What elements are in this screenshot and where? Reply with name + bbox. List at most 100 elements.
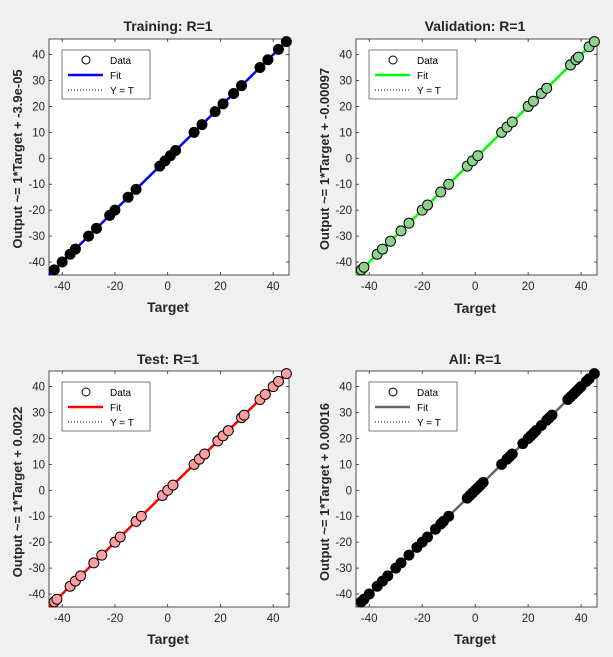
- y-tick-label: 0: [346, 485, 352, 497]
- data-point: [56, 256, 68, 268]
- data-point: [188, 126, 200, 138]
- data-point: [272, 43, 284, 55]
- data-point: [122, 191, 134, 203]
- legend: Data Fit Y = T: [368, 49, 458, 100]
- legend-label-fit: Fit: [110, 403, 121, 414]
- x-tick-label: 0: [164, 613, 170, 625]
- chart-title: Validation: R=1: [425, 18, 526, 34]
- y-tick-label: 10: [32, 127, 45, 139]
- legend-label-yt: Y = T: [110, 86, 134, 97]
- y-tick-label: 10: [32, 459, 45, 471]
- data-point: [199, 448, 211, 460]
- data-point: [238, 409, 250, 421]
- data-point: [69, 243, 81, 255]
- data-point: [222, 425, 234, 437]
- x-tick-label: 20: [214, 613, 227, 625]
- chart-title: All: R=1: [449, 351, 502, 367]
- data-point: [546, 409, 558, 421]
- data-point: [363, 588, 375, 600]
- y-tick-label: -10: [28, 511, 45, 523]
- y-tick-label: 0: [39, 485, 45, 497]
- data-point: [196, 119, 208, 131]
- y-tick-label: 0: [39, 153, 45, 165]
- legend-data-marker: [81, 55, 91, 65]
- legend-data-marker: [388, 55, 398, 65]
- y-tick-label: 20: [339, 101, 352, 113]
- y-tick-label: -30: [335, 563, 352, 575]
- y-tick-label: -40: [28, 257, 45, 269]
- legend-label-fit: Fit: [417, 71, 428, 82]
- data-point: [403, 217, 415, 229]
- data-point: [443, 178, 455, 190]
- y-axis-label: Output ~= 1*Target + -3.9e-05: [10, 69, 25, 248]
- data-point: [403, 549, 415, 561]
- data-point: [88, 557, 100, 569]
- y-tick-label: -10: [335, 179, 352, 191]
- data-point: [422, 199, 434, 211]
- x-tick-label: 0: [472, 281, 478, 293]
- data-point: [90, 222, 102, 234]
- x-tick-label: -40: [361, 613, 378, 625]
- x-tick-label: 40: [267, 281, 280, 293]
- y-tick-label: 30: [32, 407, 45, 419]
- y-tick-label: -40: [335, 257, 352, 269]
- y-tick-label: 20: [32, 433, 45, 445]
- data-point: [48, 264, 60, 276]
- data-point: [588, 36, 600, 48]
- data-point: [506, 116, 518, 128]
- x-tick-label: 40: [267, 613, 280, 625]
- legend-label-fit: Fit: [417, 403, 428, 414]
- panel-training: Training: R=1 Target Output ~= 1*Target …: [10, 18, 292, 315]
- data-point: [384, 235, 396, 247]
- data-point: [443, 510, 455, 522]
- y-tick-label: -20: [335, 537, 352, 549]
- y-tick-label: -40: [335, 589, 352, 601]
- data-point: [217, 98, 229, 110]
- y-tick-label: -20: [28, 537, 45, 549]
- data-point: [382, 570, 394, 582]
- data-point: [588, 368, 600, 380]
- y-axis-label: Output ~= 1*Target + -0.00097: [317, 68, 332, 250]
- data-point: [572, 51, 584, 63]
- x-axis-label: Target: [147, 299, 189, 315]
- x-tick-label: -40: [54, 281, 71, 293]
- legend-label-data: Data: [110, 388, 132, 399]
- data-point: [280, 368, 292, 380]
- y-tick-label: 30: [339, 407, 352, 419]
- data-point: [236, 80, 248, 92]
- y-tick-label: -20: [28, 205, 45, 217]
- data-point: [541, 82, 553, 94]
- data-point: [254, 62, 266, 74]
- data-point: [435, 186, 447, 198]
- data-point: [135, 510, 147, 522]
- x-axis-label: Target: [454, 300, 496, 316]
- data-point: [376, 243, 388, 255]
- legend-label-fit: Fit: [110, 71, 121, 82]
- y-tick-label: 40: [32, 382, 45, 394]
- x-tick-label: 40: [575, 281, 588, 293]
- chart-title: Test: R=1: [137, 351, 200, 367]
- legend-label-data: Data: [110, 56, 132, 67]
- x-tick-label: 20: [214, 281, 227, 293]
- x-tick-label: -40: [361, 281, 378, 293]
- y-tick-label: -30: [28, 563, 45, 575]
- data-point: [280, 36, 292, 48]
- data-point: [358, 261, 370, 273]
- data-point: [167, 479, 179, 491]
- x-tick-label: -40: [54, 613, 71, 625]
- y-axis-label: Output ~= 1*Target + 0.00016: [317, 403, 332, 581]
- legend-data-marker: [388, 387, 398, 397]
- legend: Data Fit Y = T: [368, 381, 458, 432]
- data-point: [472, 150, 484, 162]
- x-axis-label: Target: [454, 631, 496, 647]
- x-tick-label: -20: [107, 613, 124, 625]
- data-point: [506, 448, 518, 460]
- data-point: [395, 557, 407, 569]
- data-point: [109, 204, 121, 216]
- data-point: [51, 593, 63, 605]
- data-point: [262, 54, 274, 66]
- data-point: [395, 225, 407, 237]
- legend: Data Fit Y = T: [61, 381, 151, 432]
- y-tick-label: 40: [339, 382, 352, 394]
- data-point: [228, 87, 240, 99]
